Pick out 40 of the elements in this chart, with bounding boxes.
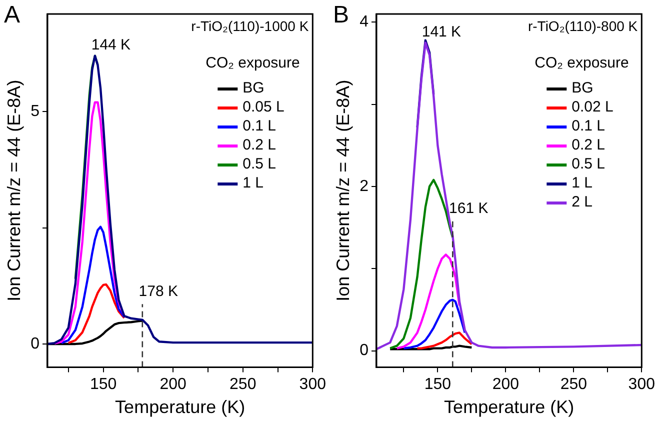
legend-label: 1 L bbox=[242, 174, 264, 192]
chart-subtitle: r-TiO₂(110)-800 K bbox=[528, 18, 638, 34]
y-axis-title: Ion Current m/z = 44 (E-8A) bbox=[332, 80, 353, 302]
annotation: 141 K bbox=[422, 23, 462, 40]
legend-label: 1 L bbox=[572, 174, 593, 192]
y-tick-label: 2 bbox=[360, 178, 369, 195]
annotation: 144 K bbox=[91, 36, 131, 54]
annotation: 161 K bbox=[449, 200, 488, 217]
y-tick-label: 0 bbox=[360, 342, 369, 360]
chart-title: A bbox=[4, 2, 20, 29]
annotation: 178 K bbox=[138, 282, 178, 300]
x-tick-label: 250 bbox=[230, 376, 256, 394]
legend-title: CO₂ exposure bbox=[534, 54, 629, 72]
x-tick-label: 150 bbox=[90, 376, 117, 394]
x-tick-label: 300 bbox=[628, 376, 656, 394]
legend-label: 0.2 L bbox=[572, 136, 606, 154]
legend-label: 0.05 L bbox=[242, 98, 284, 116]
y-axis-title: Ion Current m/z = 44 (E-8A) bbox=[4, 80, 24, 302]
y-tick-label: 0 bbox=[30, 335, 40, 352]
legend-label: 0.2 L bbox=[242, 136, 276, 154]
legend-label: BG bbox=[572, 80, 594, 97]
legend-label: BG bbox=[242, 80, 264, 97]
x-tick-label: 200 bbox=[160, 376, 187, 394]
legend-label: 2 L bbox=[572, 194, 593, 211]
legend-label: 0.5 L bbox=[572, 156, 606, 173]
y-tick-label: 4 bbox=[360, 14, 369, 31]
x-tick-label: 300 bbox=[299, 376, 326, 394]
x-tick-label: 150 bbox=[424, 376, 452, 394]
legend-label: 0.02 L bbox=[572, 98, 614, 116]
legend-label: 0.1 L bbox=[242, 118, 276, 135]
x-axis-title: Temperature (K) bbox=[115, 397, 246, 418]
legend-label: 0.1 L bbox=[572, 118, 606, 135]
chart-title: B bbox=[333, 2, 350, 29]
x-tick-label: 250 bbox=[560, 376, 588, 394]
chart-subtitle: r-TiO₂(110)-1000 K bbox=[191, 18, 310, 34]
legend-label: 0.5 L bbox=[242, 156, 276, 173]
x-tick-label: 200 bbox=[492, 376, 520, 394]
legend-title: CO₂ exposure bbox=[206, 54, 300, 72]
y-tick-label: 5 bbox=[30, 103, 40, 120]
x-axis-title: Temperature (K) bbox=[444, 397, 574, 418]
